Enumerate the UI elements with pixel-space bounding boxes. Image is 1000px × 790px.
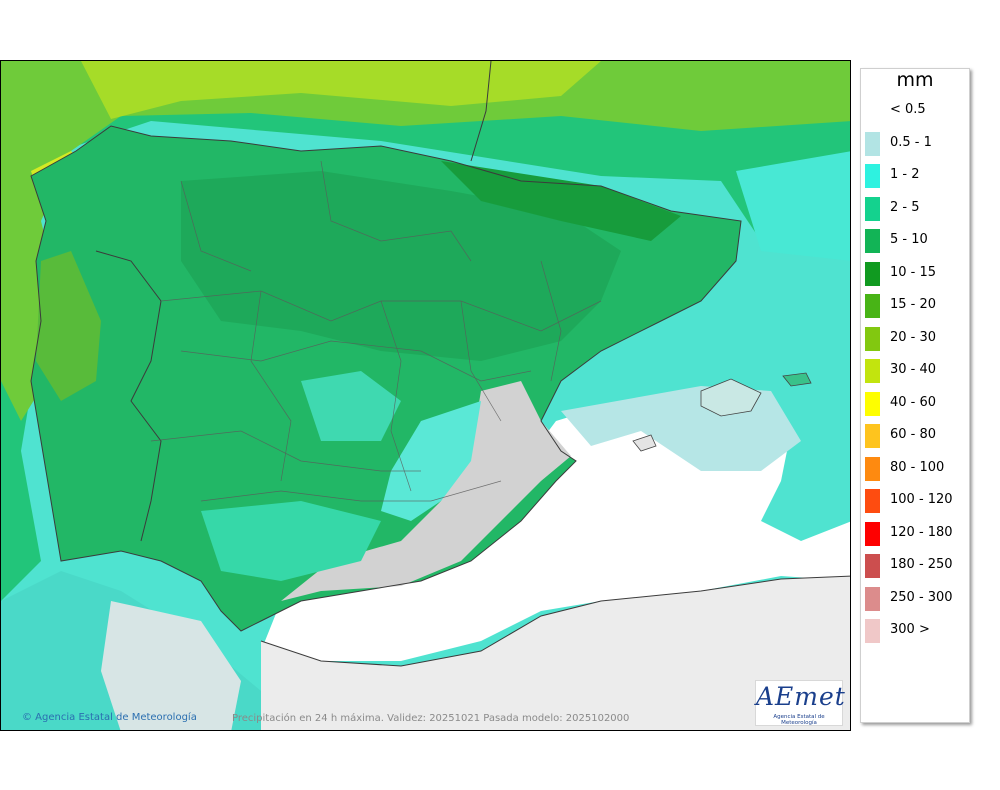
legend-item: 250 - 300 (865, 585, 969, 611)
se-cyan-patch (381, 401, 481, 521)
aemet-logo: AEmet Agencia Estatal de Meteorología (755, 680, 846, 726)
legend-item: 60 - 80 (865, 422, 969, 448)
legend-swatch (865, 164, 880, 188)
ne-sea-cyan (736, 151, 850, 261)
se-dry-area (281, 381, 571, 601)
agency-credit: © Agencia Estatal de Meteorología (22, 712, 197, 723)
legend-item: 15 - 20 (865, 292, 969, 318)
legend-swatch (865, 391, 880, 416)
logo-subtitle: Agencia Estatal de Meteorología (773, 714, 825, 726)
north-yellow-band (81, 61, 601, 119)
legend-item: 0.5 - 1 (865, 130, 969, 156)
legend-item: 300 > (865, 617, 969, 643)
region-borders (150, 160, 602, 502)
legend-item: < 0.5 (865, 97, 969, 123)
map-caption: Precipitación en 24 h máxima. Validez: 2… (232, 713, 630, 724)
north-lime-band (1, 61, 850, 421)
legend-swatch (865, 326, 880, 351)
legend-label: 15 - 20 (890, 297, 937, 312)
legend-swatch (865, 586, 880, 611)
legend-label: 30 - 40 (890, 362, 937, 377)
legend-swatch (865, 131, 880, 156)
coastline (30, 125, 742, 632)
legend-swatch (865, 359, 880, 383)
legend-item: 120 - 180 (865, 520, 969, 546)
legend-label: 250 - 300 (890, 589, 953, 605)
legend-unit: mm (896, 69, 934, 91)
menorca (782, 372, 812, 387)
legend-swatch (865, 619, 880, 643)
legend-label: 2 - 5 (890, 199, 920, 215)
legend-swatch (865, 489, 880, 513)
legend-swatch (865, 424, 880, 448)
legend-item: 10 - 15 (865, 260, 969, 286)
legend-item: 180 - 250 (865, 552, 969, 578)
legend-item: 20 - 30 (865, 325, 969, 351)
legend-item: 2 - 5 (865, 195, 969, 221)
legend-item: 100 - 120 (865, 487, 969, 513)
central-darker-green (181, 171, 621, 361)
legend-swatch (865, 99, 880, 123)
legend-label: 100 - 120 (890, 492, 953, 507)
africa-coast (260, 575, 850, 667)
legend-label: 80 - 100 (890, 459, 945, 475)
legend-label: 60 - 80 (890, 427, 937, 442)
legend-label: 120 - 180 (890, 524, 953, 540)
legend-label: 20 - 30 (890, 329, 937, 345)
legend-item: 40 - 60 (865, 390, 969, 416)
legend-label: 40 - 60 (890, 394, 937, 410)
legend-item: 5 - 10 (865, 227, 969, 253)
legend-swatch (865, 261, 880, 286)
legend-label: 0.5 - 1 (890, 134, 932, 150)
sw-atlantic-grey (101, 601, 241, 730)
legend-item: 1 - 2 (865, 162, 969, 188)
legend-label: < 0.5 (890, 102, 926, 117)
legend-item: 30 - 40 (865, 357, 969, 383)
legend-label: 180 - 250 (890, 557, 953, 572)
legend-swatch (865, 196, 880, 221)
legend-swatch (865, 554, 880, 578)
legend-swatch (865, 229, 880, 253)
legend-label: 300 > (890, 622, 930, 637)
legend-swatch (865, 456, 880, 481)
logo-text: AEmet (756, 682, 846, 711)
legend-swatch (865, 521, 880, 546)
pyrenees-green (441, 161, 681, 241)
mallorca (700, 378, 762, 417)
legend-panel: mm < 0.5 0.5 - 1 1 - 2 2 - 5 5 - 10 10 - 15 15… (860, 68, 970, 723)
borders (30, 61, 850, 667)
center-cyan-patch (301, 371, 401, 441)
legend-label: 1 - 2 (890, 167, 920, 182)
portugal-lime (36, 251, 101, 401)
ibiza (632, 434, 657, 452)
legend-label: 10 - 15 (890, 264, 937, 280)
portugal-border (95, 250, 162, 542)
legend-label: 5 - 10 (890, 232, 928, 247)
south-cyan-patch (201, 501, 381, 581)
legend-item: 80 - 100 (865, 455, 969, 481)
france-border (470, 61, 492, 162)
legend-swatch (865, 294, 880, 318)
precipitation-map (0, 60, 851, 731)
africa-land (261, 576, 850, 730)
